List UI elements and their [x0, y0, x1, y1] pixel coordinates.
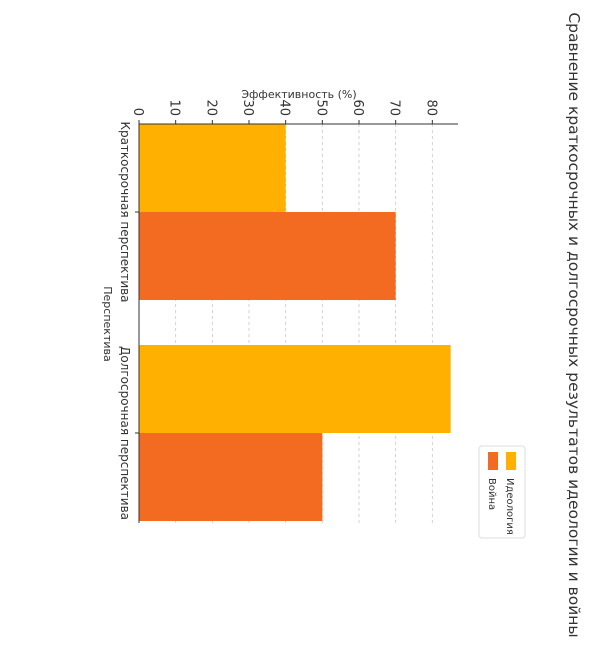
y-axis-label: Эффективность (%) [241, 88, 356, 101]
y-tick-label: 80 [423, 99, 438, 116]
y-tick-label: 0 [130, 108, 145, 116]
legend-label: Идеология [504, 478, 515, 535]
y-tick-label: 70 [387, 99, 402, 116]
legend-label: Война [486, 478, 497, 510]
bar-war-short-term [139, 212, 396, 300]
bars [138, 124, 451, 521]
legend-swatch [488, 452, 498, 470]
x-axis-label: Перспектива [101, 286, 114, 361]
chart-title: Сравнение краткосрочных и долгосрочных р… [565, 12, 583, 637]
bar-ideology-short-term [138, 124, 286, 212]
y-tick-label: 40 [277, 99, 292, 116]
x-tick-labels: Краткосрочная перспектива Долгосрочная пе… [118, 121, 139, 520]
x-tick-label: Краткосрочная перспектива [118, 121, 132, 302]
x-tick-label: Долгосрочная перспектива [118, 346, 132, 520]
y-tick-label: 60 [350, 99, 365, 116]
axes [138, 123, 458, 523]
y-tick-label: 50 [313, 99, 328, 116]
bar-war-long-term [139, 433, 323, 521]
bar-ideology-long-term [139, 345, 451, 433]
y-tick-label: 30 [240, 99, 255, 116]
legend: Идеология Война [478, 445, 526, 539]
y-tick-label: 10 [167, 99, 182, 116]
y-tick-label: 20 [203, 99, 218, 116]
legend-swatch [506, 452, 516, 470]
legend-box [478, 445, 526, 539]
y-tick-labels: 0 10 20 30 40 50 60 70 80 [130, 99, 438, 124]
